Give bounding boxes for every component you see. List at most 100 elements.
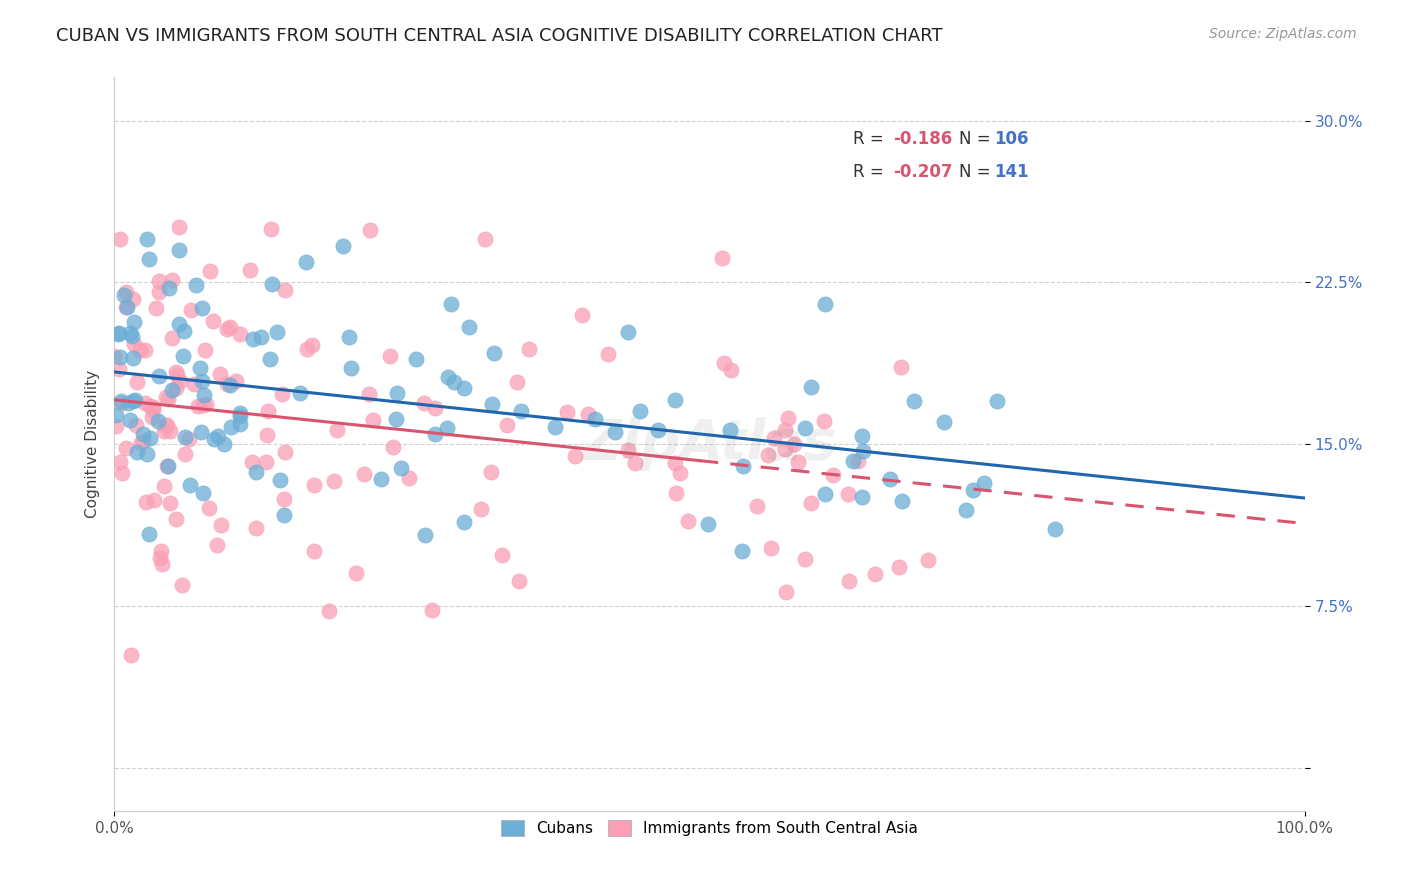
Point	[273, 492, 295, 507]
Point	[156, 458, 179, 473]
Point	[474, 232, 496, 246]
Point	[159, 281, 181, 295]
Point	[326, 423, 349, 437]
Point	[398, 470, 420, 484]
Legend: Cubans, Immigrants from South Central Asia: Cubans, Immigrants from South Central As…	[494, 813, 925, 844]
Point	[934, 415, 956, 429]
Point	[759, 541, 782, 556]
Text: 106: 106	[994, 130, 1028, 148]
Point	[887, 560, 910, 574]
Point	[120, 326, 142, 340]
Point	[245, 520, 267, 534]
Point	[150, 558, 173, 572]
Point	[274, 284, 297, 298]
Point	[242, 332, 264, 346]
Point	[166, 368, 188, 383]
Point	[838, 574, 860, 589]
Point	[713, 356, 735, 370]
Point	[194, 343, 217, 357]
Point	[756, 448, 779, 462]
Point	[215, 377, 238, 392]
Point	[125, 375, 148, 389]
Point	[583, 411, 606, 425]
Point	[139, 399, 162, 413]
Point	[107, 361, 129, 376]
Point	[156, 417, 179, 432]
Point	[711, 252, 734, 266]
Point	[103, 349, 125, 363]
Point	[110, 396, 132, 410]
Point	[665, 485, 688, 500]
Point	[122, 292, 145, 306]
Point	[193, 485, 215, 500]
Point	[544, 419, 567, 434]
Point	[496, 417, 519, 432]
Point	[254, 455, 277, 469]
Point	[332, 239, 354, 253]
Point	[571, 308, 593, 322]
Point	[198, 263, 221, 277]
Point	[134, 343, 156, 357]
Point	[221, 420, 243, 434]
Point	[143, 492, 166, 507]
Point	[107, 326, 129, 341]
Point	[188, 361, 211, 376]
Point	[177, 432, 200, 446]
Point	[357, 387, 380, 401]
Point	[131, 434, 153, 449]
Text: -0.186: -0.186	[893, 130, 952, 148]
Point	[172, 577, 194, 591]
Point	[297, 343, 319, 357]
Point	[191, 375, 214, 389]
Point	[617, 325, 640, 339]
Point	[149, 544, 172, 558]
Point	[676, 514, 699, 528]
Point	[363, 413, 385, 427]
Point	[146, 414, 169, 428]
Point	[139, 431, 162, 445]
Y-axis label: Cognitive Disability: Cognitive Disability	[86, 370, 100, 518]
Point	[973, 476, 995, 491]
Point	[440, 296, 463, 310]
Point	[131, 426, 153, 441]
Point	[962, 483, 984, 497]
Point	[105, 419, 128, 434]
Point	[115, 301, 138, 315]
Text: ZipAtlas: ZipAtlas	[582, 417, 837, 471]
Point	[155, 418, 177, 433]
Point	[122, 351, 145, 365]
Point	[122, 337, 145, 351]
Point	[202, 314, 225, 328]
Point	[491, 548, 513, 562]
Point	[193, 398, 215, 412]
Point	[664, 392, 686, 407]
Point	[420, 603, 443, 617]
Point	[273, 508, 295, 522]
Text: -0.207: -0.207	[893, 162, 952, 180]
Point	[775, 585, 797, 599]
Point	[837, 487, 859, 501]
Point	[731, 458, 754, 473]
Point	[256, 404, 278, 418]
Point	[215, 322, 238, 336]
Point	[793, 421, 815, 435]
Point	[340, 361, 363, 376]
Point	[108, 455, 131, 469]
Point	[125, 417, 148, 432]
Point	[195, 396, 218, 410]
Point	[212, 436, 235, 450]
Point	[149, 551, 172, 566]
Point	[778, 410, 800, 425]
Point	[179, 477, 201, 491]
Point	[205, 538, 228, 552]
Text: CUBAN VS IMMIGRANTS FROM SOUTH CENTRAL ASIA COGNITIVE DISABILITY CORRELATION CHA: CUBAN VS IMMIGRANTS FROM SOUTH CENTRAL A…	[56, 27, 943, 45]
Point	[509, 404, 531, 418]
Point	[413, 528, 436, 542]
Point	[110, 393, 132, 408]
Point	[266, 325, 288, 339]
Point	[153, 424, 176, 438]
Point	[142, 403, 165, 417]
Point	[160, 383, 183, 397]
Point	[378, 350, 401, 364]
Point	[209, 368, 232, 382]
